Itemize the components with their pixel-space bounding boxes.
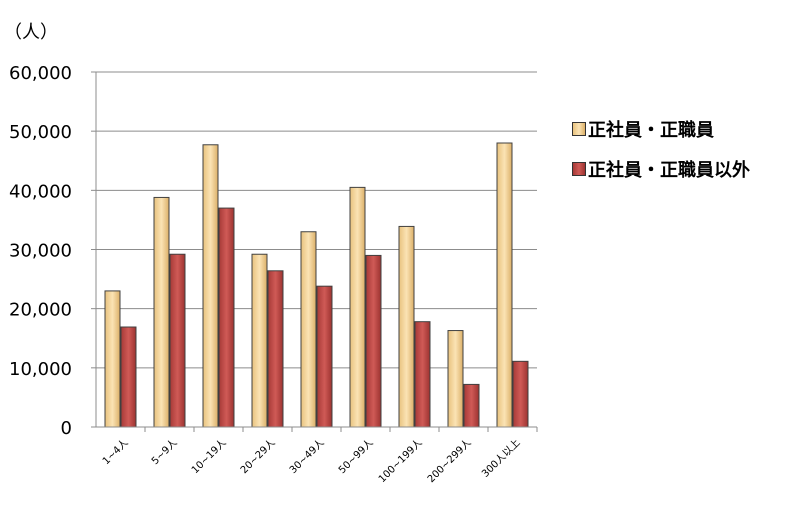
bar-nonregular (218, 207, 235, 428)
x-tick-label: 300人以上 (479, 437, 522, 480)
x-tick-label: 5~9人 (149, 437, 179, 467)
bar-regular (153, 196, 170, 428)
bar-nonregular (169, 253, 186, 428)
y-tick-label: 50,000 (9, 122, 72, 143)
bar-regular (349, 186, 366, 428)
y-tick-labels: 0 10,000 20,000 30,000 40,000 50,000 60,000 (9, 63, 72, 439)
y-tick-label: 0 (61, 418, 72, 439)
x-tick-label: 50~99人 (336, 437, 375, 476)
bars (104, 142, 529, 428)
legend-label-regular: 正社員・正職員 (588, 120, 714, 141)
bar-nonregular (463, 383, 480, 428)
x-tick-label: 200~299人 (425, 437, 473, 485)
bar-regular (202, 144, 219, 428)
bar-regular (447, 330, 464, 428)
x-tick-labels: 1~4人 5~9人 10~19人 20~29人 30~49人 50~99人 100~199人… (100, 437, 522, 485)
bar-regular (496, 142, 513, 428)
y-tick-label: 30,000 (9, 241, 72, 262)
bar-regular (398, 225, 415, 428)
x-tick-label: 30~49人 (287, 437, 326, 476)
x-tick-label: 1~4人 (100, 437, 130, 467)
bar-regular (251, 253, 268, 428)
x-tick-label: 100~199人 (376, 437, 424, 485)
legend-item-regular: 正社員・正職員 (572, 118, 750, 141)
x-tick-label: 10~19人 (189, 437, 228, 476)
legend-label-nonregular: 正社員・正職員以外 (588, 160, 750, 181)
bar-regular (300, 231, 317, 428)
bar-nonregular (365, 254, 382, 428)
bar-nonregular (512, 360, 529, 428)
axes (95, 72, 538, 432)
x-tick-label: 20~29人 (238, 437, 277, 476)
bar-nonregular (316, 285, 333, 428)
y-unit-label: （人） (4, 22, 58, 43)
y-tick-label: 10,000 (9, 359, 72, 380)
legend-swatch-nonregular (572, 162, 586, 176)
legend-swatch-regular (572, 122, 586, 136)
y-tick-label: 40,000 (9, 181, 72, 202)
bar-nonregular (414, 321, 431, 428)
bar-nonregular (267, 270, 284, 428)
bar-nonregular (120, 326, 137, 428)
y-tick-label: 20,000 (9, 300, 72, 321)
legend-item-nonregular: 正社員・正職員以外 (572, 158, 750, 181)
y-tick-label: 60,000 (9, 63, 72, 84)
bar-regular (104, 290, 121, 428)
legend: 正社員・正職員 正社員・正職員以外 (572, 118, 750, 198)
